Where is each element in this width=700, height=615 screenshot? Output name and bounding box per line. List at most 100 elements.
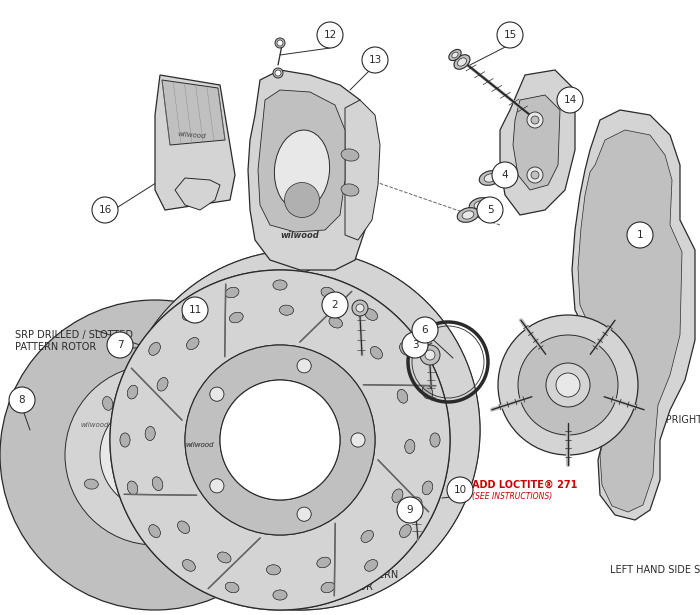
- Ellipse shape: [449, 49, 461, 61]
- Ellipse shape: [183, 560, 195, 571]
- Ellipse shape: [218, 552, 231, 563]
- Ellipse shape: [400, 343, 411, 355]
- Ellipse shape: [480, 171, 500, 185]
- Ellipse shape: [273, 280, 287, 290]
- Text: 9: 9: [407, 505, 413, 515]
- Ellipse shape: [422, 385, 433, 399]
- Ellipse shape: [370, 347, 382, 359]
- Circle shape: [297, 507, 311, 521]
- Circle shape: [273, 68, 283, 78]
- Ellipse shape: [422, 481, 433, 494]
- Ellipse shape: [110, 270, 450, 610]
- Circle shape: [92, 197, 118, 223]
- Ellipse shape: [127, 481, 138, 494]
- Circle shape: [527, 167, 543, 183]
- Circle shape: [420, 345, 440, 365]
- Circle shape: [425, 350, 435, 360]
- Circle shape: [297, 507, 311, 521]
- Circle shape: [447, 477, 473, 503]
- Ellipse shape: [267, 565, 281, 575]
- Ellipse shape: [274, 130, 330, 210]
- Ellipse shape: [273, 590, 287, 600]
- Text: (SEE INSTRUCTIONS): (SEE INSTRUCTIONS): [222, 302, 302, 311]
- Ellipse shape: [405, 440, 415, 453]
- Polygon shape: [258, 90, 345, 232]
- Ellipse shape: [157, 378, 168, 391]
- Text: 6: 6: [421, 325, 428, 335]
- Ellipse shape: [158, 518, 168, 531]
- Ellipse shape: [321, 287, 335, 298]
- Circle shape: [362, 47, 388, 73]
- Ellipse shape: [127, 385, 138, 399]
- Text: 12: 12: [323, 30, 337, 40]
- Ellipse shape: [361, 530, 373, 542]
- Text: 1: 1: [637, 230, 643, 240]
- Ellipse shape: [183, 389, 196, 400]
- Circle shape: [518, 335, 618, 435]
- Text: 5: 5: [486, 205, 493, 215]
- Ellipse shape: [462, 211, 474, 219]
- Text: 10: 10: [454, 485, 467, 495]
- Circle shape: [356, 304, 364, 312]
- Circle shape: [0, 300, 310, 610]
- Ellipse shape: [103, 397, 113, 410]
- Ellipse shape: [484, 174, 496, 182]
- Ellipse shape: [279, 305, 293, 315]
- Ellipse shape: [145, 427, 155, 440]
- Ellipse shape: [185, 345, 375, 535]
- Text: wilwood: wilwood: [80, 422, 109, 428]
- Ellipse shape: [365, 309, 377, 320]
- Circle shape: [410, 497, 422, 509]
- Text: ADD LOCTITE® 271: ADD LOCTITE® 271: [222, 290, 328, 300]
- Ellipse shape: [317, 557, 330, 568]
- Circle shape: [351, 433, 365, 447]
- Ellipse shape: [329, 317, 342, 328]
- Ellipse shape: [321, 287, 335, 298]
- Ellipse shape: [405, 440, 415, 453]
- Circle shape: [492, 162, 518, 188]
- Ellipse shape: [341, 184, 359, 196]
- Text: LEFT HAND SIDE SHOWN: LEFT HAND SIDE SHOWN: [610, 565, 700, 575]
- Ellipse shape: [187, 338, 199, 349]
- Ellipse shape: [273, 590, 287, 600]
- Ellipse shape: [218, 463, 230, 475]
- Text: wilwood: wilwood: [281, 231, 319, 239]
- Circle shape: [297, 359, 311, 373]
- Ellipse shape: [220, 380, 340, 500]
- Ellipse shape: [458, 58, 466, 66]
- Ellipse shape: [178, 521, 190, 533]
- Text: 8: 8: [19, 395, 25, 405]
- Ellipse shape: [220, 380, 340, 500]
- Ellipse shape: [120, 433, 130, 447]
- Ellipse shape: [321, 582, 335, 593]
- Ellipse shape: [361, 530, 373, 542]
- Ellipse shape: [365, 560, 377, 571]
- Circle shape: [210, 479, 224, 493]
- Circle shape: [277, 40, 283, 46]
- Ellipse shape: [183, 560, 195, 571]
- Ellipse shape: [279, 305, 293, 315]
- Polygon shape: [572, 110, 695, 520]
- Circle shape: [65, 365, 245, 545]
- Ellipse shape: [430, 433, 440, 447]
- Ellipse shape: [127, 481, 138, 494]
- Ellipse shape: [469, 197, 491, 212]
- Circle shape: [627, 222, 653, 248]
- Ellipse shape: [457, 208, 479, 223]
- Circle shape: [210, 479, 224, 493]
- Ellipse shape: [120, 250, 480, 610]
- Ellipse shape: [110, 270, 450, 610]
- Circle shape: [210, 387, 224, 401]
- Text: 11: 11: [188, 305, 202, 315]
- Ellipse shape: [149, 343, 160, 355]
- Text: SRP DRILLED / SLOTTED
PATTERN ROTOR: SRP DRILLED / SLOTTED PATTERN ROTOR: [15, 330, 133, 352]
- Ellipse shape: [365, 560, 377, 571]
- Ellipse shape: [422, 481, 433, 494]
- Ellipse shape: [84, 479, 98, 489]
- Ellipse shape: [317, 557, 330, 568]
- Circle shape: [546, 363, 590, 407]
- Ellipse shape: [183, 309, 195, 320]
- Circle shape: [531, 171, 539, 179]
- Text: 7: 7: [117, 340, 123, 350]
- Ellipse shape: [225, 287, 239, 298]
